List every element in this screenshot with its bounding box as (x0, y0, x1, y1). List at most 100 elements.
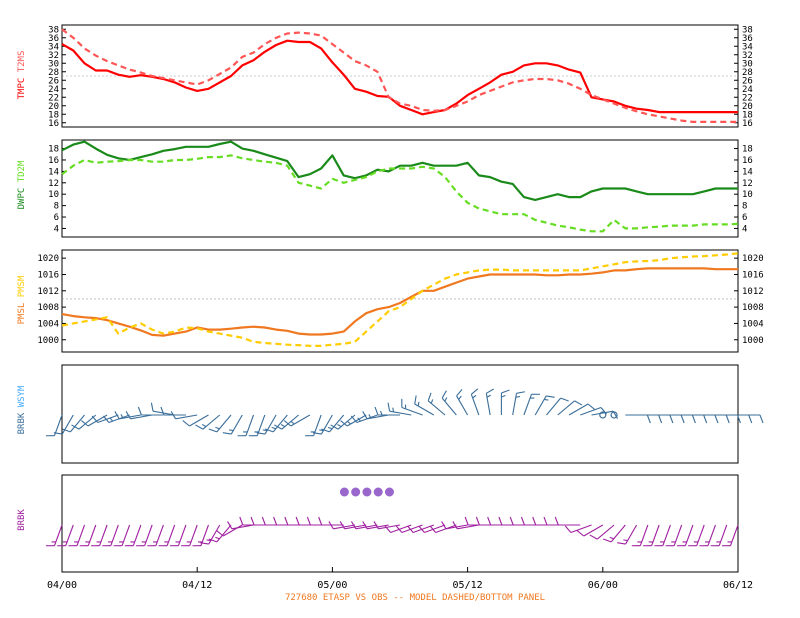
y-tick-label-right: 8 (742, 202, 747, 212)
wind-barb-feather (222, 432, 232, 435)
panel-label-part: WSYM (17, 385, 27, 413)
wind-barb-staff (281, 414, 299, 430)
x-tick-label: 05/00 (317, 580, 347, 591)
wind-barb-feather (312, 432, 322, 435)
y-tick-label-right: 1004 (742, 319, 764, 329)
wind-barb-staff (189, 524, 198, 546)
wind-barb-staff (130, 414, 153, 420)
series-line-pmsl (61, 267, 738, 337)
wind-barb-feather (137, 406, 142, 416)
footer-caption: 727680 ETASP VS OBS -- MODEL DASHED/BOTT… (285, 593, 545, 603)
y-tick-label-left: 12 (48, 179, 59, 189)
wind-barb-feather (350, 521, 357, 530)
y-tick-label-left: 28 (48, 68, 59, 78)
wind-barb (485, 388, 494, 416)
panel-label-part: DWPC (17, 188, 27, 210)
wind-barb-staff (591, 410, 614, 416)
y-tick-label-left: 4 (54, 224, 59, 234)
wind-barb (631, 524, 649, 547)
wind-barb-staff (684, 524, 694, 546)
wind-barb-half-feather (319, 429, 324, 432)
wind-barb-staff (378, 524, 401, 530)
wind-barb-staff (76, 524, 86, 546)
wind-barb-half-feather (262, 429, 268, 432)
wind-barb-staff (216, 524, 232, 543)
wind-barb-staff (457, 524, 479, 530)
precip-marker (351, 487, 361, 497)
wind-barb-feather (441, 390, 447, 399)
y-tick-label-right: 1016 (742, 270, 764, 280)
wind-barb-half-feather (201, 423, 207, 428)
wind-barb-feather (216, 530, 224, 537)
wind-barb-feather (646, 414, 651, 424)
wind-barb (45, 414, 63, 437)
wind-barb-feather (339, 521, 346, 530)
wind-barb-feather (602, 538, 612, 543)
wind-barb (456, 388, 469, 416)
wind-barb (589, 524, 615, 540)
panel-label-pressure: PMSL PMSM (17, 275, 27, 324)
wind-barb-feather (456, 388, 463, 397)
wind-barb-feather (475, 516, 480, 526)
wind-barb (441, 521, 468, 530)
wind-barb-staff (673, 524, 683, 546)
wind-barb-staff (69, 414, 85, 433)
wind-barb (169, 524, 187, 547)
precip-marker (362, 487, 372, 497)
wind-barb (150, 402, 175, 416)
wind-barb-feather (182, 420, 190, 427)
y-tick-label-left: 6 (54, 213, 59, 223)
y-tick-label-right: 4 (742, 224, 747, 234)
wind-barb (192, 524, 209, 547)
panel-label-wind-model: BRBK (17, 509, 27, 531)
wind-barb-staff (222, 524, 243, 537)
wind-barb-half-feather (392, 407, 395, 412)
wind-barb-feather (714, 414, 719, 424)
wind-barb-half-feather (357, 417, 361, 422)
wind-barb-staff (177, 524, 187, 546)
wind-barb (362, 521, 389, 530)
wind-barb-feather (520, 516, 525, 526)
wind-barb (305, 414, 322, 437)
wind-barb-half-feather (228, 429, 234, 432)
y-tick-label-left: 24 (48, 85, 59, 95)
y-tick-label-right: 38 (742, 25, 753, 35)
precip-marker (373, 487, 383, 497)
wind-barb-half-feather (346, 420, 351, 425)
wind-barb-staff (366, 524, 389, 530)
wind-barb-feather (160, 406, 165, 416)
wind-barb-staff (53, 524, 63, 546)
wind-barb-half-feather (271, 426, 276, 430)
wind-barb-staff (580, 406, 602, 416)
wind-barb-feather (53, 432, 63, 435)
wind-barb (125, 411, 153, 420)
wind-barb-staff (546, 397, 562, 416)
y-tick-label-left: 1008 (37, 303, 59, 313)
panel-label-part: BRBK (17, 412, 27, 434)
wind-barb-staff (696, 524, 705, 546)
wind-barb-half-feather (120, 414, 124, 419)
wind-barb (57, 524, 74, 547)
wind-barb (216, 524, 243, 537)
wind-barb-half-feather (515, 395, 521, 398)
wind-barb-staff (53, 414, 63, 436)
wind-barb (546, 397, 569, 416)
wind-barb (274, 414, 299, 430)
wind-barb (248, 414, 266, 437)
wind-barb (147, 524, 164, 547)
wind-barb-feather (273, 516, 278, 526)
wind-barb (523, 393, 541, 416)
wind-barb-feather (91, 415, 99, 423)
panel-label-text: PMSL PMSM (17, 275, 27, 324)
y-tick-label-left: 16 (48, 119, 59, 129)
wind-barb-half-feather (458, 395, 462, 400)
wind-barb (79, 524, 97, 547)
wind-barb-feather (195, 424, 204, 430)
wind-barb-staff (333, 524, 356, 530)
y-tick-label-left: 16 (48, 156, 59, 166)
y-tick-label-right: 1012 (742, 287, 764, 297)
x-tick-label: 04/12 (182, 580, 212, 591)
wind-barb-staff (718, 524, 728, 546)
wind-barb-feather (362, 411, 368, 420)
